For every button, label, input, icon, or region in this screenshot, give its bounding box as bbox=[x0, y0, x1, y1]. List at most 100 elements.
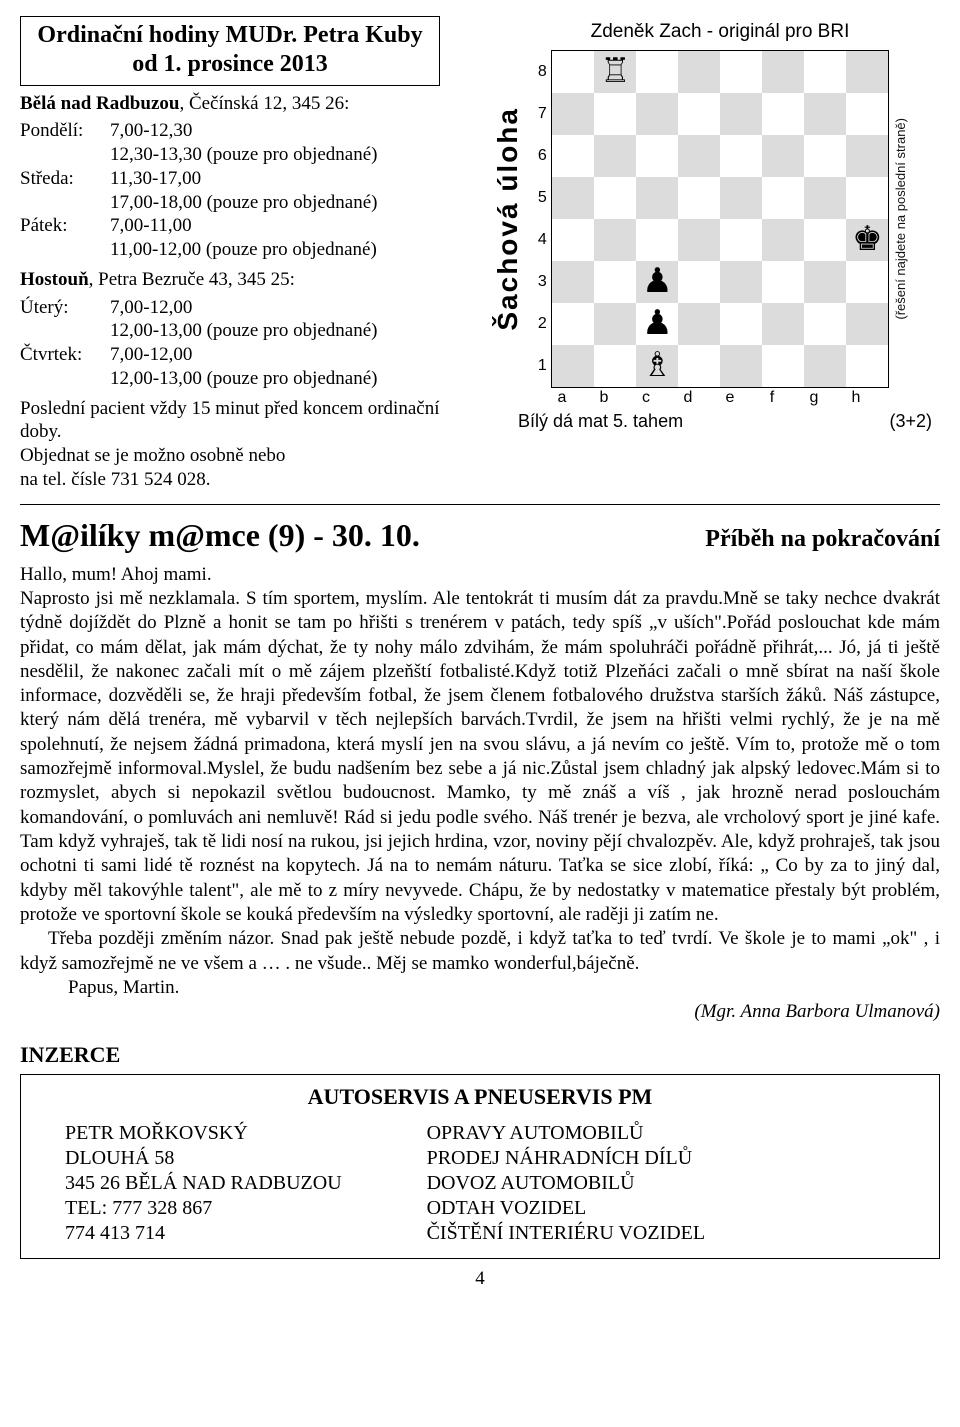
chess-square bbox=[804, 345, 846, 387]
schedule-extra: 11,00-12,00 (pouze pro objednané) bbox=[20, 238, 440, 262]
chess-square bbox=[762, 93, 804, 135]
chess-caption-right: (3+2) bbox=[889, 410, 932, 433]
note-line: Poslední pacient vždy 15 minut před konc… bbox=[20, 397, 440, 445]
page-number: 4 bbox=[20, 1267, 940, 1291]
chess-square bbox=[804, 51, 846, 93]
ad-line: DOVOZ AUTOMOBILŮ bbox=[427, 1171, 925, 1196]
chess-piece: ♟ bbox=[636, 303, 678, 345]
chess-square bbox=[762, 261, 804, 303]
rank-label: 7 bbox=[533, 93, 551, 135]
chess-square bbox=[762, 177, 804, 219]
chess-square: ♟︎ bbox=[636, 261, 678, 303]
schedule-row: Pondělí:7,00-12,30 bbox=[20, 119, 440, 143]
chess-square bbox=[720, 135, 762, 177]
chess-square bbox=[678, 261, 720, 303]
chess-square bbox=[846, 177, 888, 219]
schedule-day: Pondělí: bbox=[20, 119, 110, 143]
chess-square bbox=[552, 345, 594, 387]
schedule-day: Pátek: bbox=[20, 214, 110, 238]
chess-square bbox=[678, 135, 720, 177]
chess-square: ♟ bbox=[636, 303, 678, 345]
chess-square bbox=[762, 135, 804, 177]
chess-square bbox=[846, 261, 888, 303]
story-signoff: Papus, Martin. bbox=[20, 976, 940, 1000]
chess-square bbox=[552, 177, 594, 219]
chess-square bbox=[846, 303, 888, 345]
chess-piece: ♟︎ bbox=[636, 261, 678, 303]
note-line: na tel. čísle 731 524 028. bbox=[20, 468, 440, 492]
chess-square bbox=[678, 303, 720, 345]
rank-label: 6 bbox=[533, 135, 551, 177]
chess-square bbox=[720, 219, 762, 261]
chess-mid: Šachová úloha 8 7 6 5 4 3 2 1 ♖♚♟︎♟♗ bbox=[490, 50, 909, 388]
chess-piece: ♗ bbox=[636, 345, 678, 387]
chess-square bbox=[804, 93, 846, 135]
file-label: c bbox=[625, 388, 667, 408]
office-title-line2: od 1. prosince 2013 bbox=[31, 50, 429, 79]
schedule-extra: 17,00-18,00 (pouze pro objednané) bbox=[20, 191, 440, 215]
story-subtitle: Příběh na pokračování bbox=[705, 524, 940, 554]
chess-square bbox=[594, 93, 636, 135]
office-hours-column: Ordinační hodiny MUDr. Petra Kuby od 1. … bbox=[20, 16, 440, 492]
location-2-name: Hostouň bbox=[20, 269, 89, 290]
chess-square bbox=[804, 261, 846, 303]
chess-square bbox=[720, 303, 762, 345]
file-label: g bbox=[793, 388, 835, 408]
ad-line: OPRAVY AUTOMOBILŮ bbox=[427, 1121, 925, 1146]
story-author: (Mgr. Anna Barbora Ulmanová) bbox=[20, 1000, 940, 1024]
separator-line bbox=[20, 504, 940, 505]
file-label: f bbox=[751, 388, 793, 408]
chess-square bbox=[720, 261, 762, 303]
chess-caption-row: Bílý dá mat 5. tahem (3+2) bbox=[460, 408, 940, 433]
chess-square bbox=[594, 219, 636, 261]
chess-square bbox=[678, 51, 720, 93]
chess-square bbox=[594, 303, 636, 345]
chess-square bbox=[762, 345, 804, 387]
chess-square bbox=[636, 93, 678, 135]
chess-square bbox=[762, 51, 804, 93]
ad-line: PETR MOŘKOVSKÝ bbox=[65, 1121, 427, 1146]
file-label: d bbox=[667, 388, 709, 408]
schedule-time: 7,00-12,00 bbox=[110, 343, 440, 367]
chess-square: ♗ bbox=[636, 345, 678, 387]
chess-title: Zdeněk Zach - originál pro BRI bbox=[460, 20, 940, 44]
chess-piece: ♚ bbox=[846, 219, 888, 261]
chess-square bbox=[846, 345, 888, 387]
file-label: a bbox=[541, 388, 583, 408]
location-1-rest: , Čečínská 12, 345 26: bbox=[179, 93, 349, 114]
schedule-day: Úterý: bbox=[20, 296, 110, 320]
chess-square bbox=[552, 261, 594, 303]
schedule-day: Středa: bbox=[20, 167, 110, 191]
schedule-day: Čtvrtek: bbox=[20, 343, 110, 367]
chess-square bbox=[762, 303, 804, 345]
rank-label: 3 bbox=[533, 261, 551, 303]
chess-left-label: Šachová úloha bbox=[490, 107, 525, 331]
chess-square bbox=[720, 51, 762, 93]
chess-square bbox=[552, 303, 594, 345]
schedule-row: Čtvrtek:7,00-12,00 bbox=[20, 343, 440, 367]
chess-square bbox=[804, 303, 846, 345]
rank-label: 5 bbox=[533, 177, 551, 219]
chess-square bbox=[846, 93, 888, 135]
chess-square bbox=[720, 177, 762, 219]
chess-square bbox=[594, 177, 636, 219]
rank-label: 1 bbox=[533, 345, 551, 387]
ad-col-left: PETR MOŘKOVSKÝ DLOUHÁ 58 345 26 BĚLÁ NAD… bbox=[35, 1121, 427, 1246]
location-2: Hostouň, Petra Bezruče 43, 345 25: bbox=[20, 268, 440, 292]
chess-square bbox=[552, 93, 594, 135]
schedule-row: Středa:11,30-17,00 bbox=[20, 167, 440, 191]
chess-square bbox=[678, 177, 720, 219]
advertisement-box: AUTOSERVIS A PNEUSERVIS PM PETR MOŘKOVSK… bbox=[20, 1074, 940, 1259]
story-paragraph: Naprosto jsi mě nezklamala. S tím sporte… bbox=[20, 587, 940, 927]
chess-square bbox=[636, 219, 678, 261]
office-hours-title-box: Ordinační hodiny MUDr. Petra Kuby od 1. … bbox=[20, 16, 440, 86]
story-title: M@ilíky m@mce (9) - 30. 10. bbox=[20, 515, 420, 555]
location-1-name: Bělá nad Radbuzou bbox=[20, 93, 179, 114]
ad-line: TEL: 777 328 867 bbox=[65, 1196, 427, 1221]
file-label: b bbox=[583, 388, 625, 408]
schedule-extra: 12,00-13,00 (pouze pro objednané) bbox=[20, 367, 440, 391]
chess-square bbox=[552, 219, 594, 261]
ad-line: ČIŠTĚNÍ INTERIÉRU VOZIDEL bbox=[427, 1221, 925, 1246]
chess-square bbox=[720, 93, 762, 135]
ad-line: DLOUHÁ 58 bbox=[65, 1146, 427, 1171]
